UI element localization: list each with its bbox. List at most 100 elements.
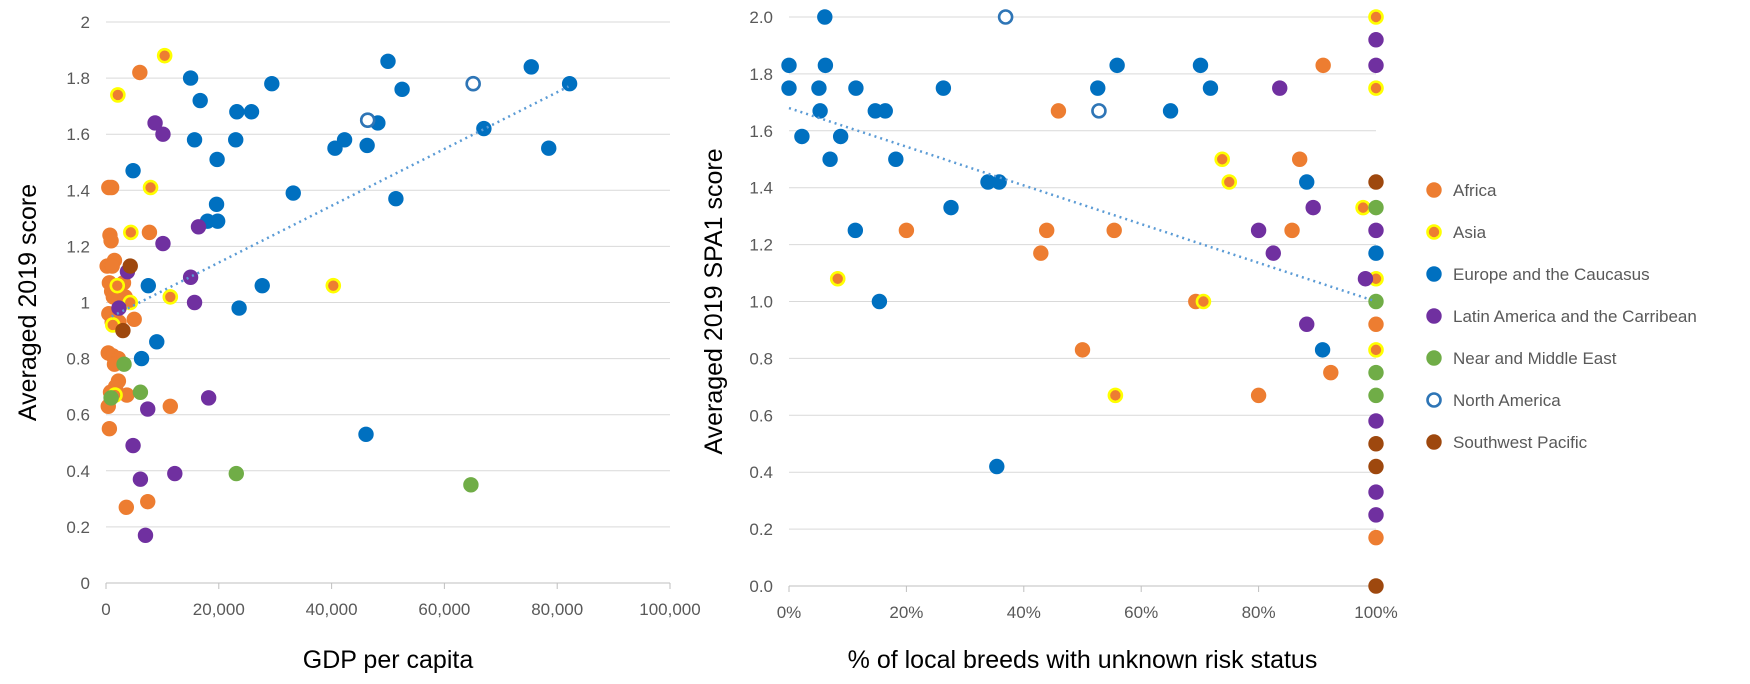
data-point-europe — [781, 80, 797, 96]
data-point-latam — [1368, 413, 1384, 429]
series-europe — [125, 53, 578, 443]
data-point-latam — [1299, 316, 1315, 332]
data-point-asia — [1368, 9, 1384, 25]
data-point-nme — [132, 384, 149, 400]
data-point-europe — [182, 70, 199, 86]
data-point-europe — [991, 174, 1007, 190]
data-point-europe — [149, 334, 165, 350]
data-point-europe — [140, 277, 157, 294]
y-tick-label: 1.0 — [749, 293, 773, 312]
data-point-europe — [817, 57, 834, 74]
data-point-europe — [254, 277, 270, 294]
data-point-europe — [989, 458, 1005, 475]
legend-marker-europe — [1426, 266, 1442, 282]
series-swp — [1368, 174, 1384, 594]
y-tick-label: 0.6 — [66, 406, 90, 425]
data-point-swp — [122, 258, 138, 274]
data-point-asia — [156, 47, 173, 64]
data-point-europe — [943, 199, 959, 216]
data-point-na — [1091, 103, 1107, 119]
data-point-asia — [1195, 293, 1212, 310]
data-point-asia — [142, 179, 159, 196]
legend-label-swp: Southwest Pacific — [1453, 433, 1588, 452]
data-point-europe — [125, 162, 141, 179]
data-point-europe — [186, 132, 203, 148]
data-point-latam — [1368, 484, 1384, 500]
legend-marker-na — [1426, 392, 1442, 408]
y-tick-label: 1.6 — [749, 122, 773, 141]
x-tick-label: 0% — [777, 603, 802, 622]
x-axis-title: GDP per capita — [303, 646, 474, 674]
data-point-europe — [1192, 57, 1209, 74]
y-tick-label: 1.2 — [66, 237, 90, 256]
data-point-latam — [140, 401, 156, 417]
data-point-latam — [182, 269, 199, 285]
y-tick-label: 0.6 — [749, 406, 773, 425]
data-point-na — [359, 112, 376, 128]
data-point-asia — [1214, 151, 1231, 168]
data-point-asia — [325, 277, 342, 294]
data-point-europe — [561, 76, 578, 92]
y-tick-label: 1.4 — [66, 181, 90, 200]
y-axis-title: Averaged 2019 SPA1 score — [700, 148, 728, 454]
data-point-latam — [125, 437, 141, 454]
data-point-latam — [1368, 57, 1384, 74]
data-point-latam — [1368, 32, 1384, 48]
data-point-africa — [1038, 222, 1055, 239]
data-point-latam — [1305, 199, 1321, 216]
data-point-europe — [209, 213, 226, 229]
legend-label-asia: Asia — [1453, 223, 1487, 242]
data-point-asia — [829, 270, 846, 287]
data-point-latam — [137, 527, 154, 544]
data-point-africa — [1368, 316, 1384, 332]
data-point-africa — [141, 224, 158, 241]
y-tick-label: 0.8 — [749, 349, 773, 368]
series-latam — [1250, 32, 1384, 523]
y-tick-label: 0.2 — [66, 518, 90, 537]
data-point-africa — [118, 499, 135, 515]
data-point-nme — [116, 356, 132, 372]
data-point-europe — [285, 185, 301, 201]
data-point-europe — [1299, 174, 1315, 190]
data-point-europe — [1368, 245, 1384, 261]
data-point-europe — [541, 140, 557, 156]
data-point-asia — [1368, 342, 1384, 358]
legend-label-africa: Africa — [1453, 181, 1497, 200]
data-point-europe — [476, 120, 492, 137]
series-asia — [829, 9, 1384, 404]
data-point-latam — [1357, 271, 1374, 287]
trendline — [111, 85, 570, 318]
data-point-latam — [1368, 507, 1384, 523]
data-point-africa — [103, 179, 120, 196]
data-point-swp — [1368, 436, 1384, 452]
data-point-africa — [1250, 387, 1267, 404]
x-tick-label: 20% — [889, 603, 923, 622]
data-point-africa — [1291, 151, 1308, 167]
data-point-latam — [147, 115, 163, 131]
data-point-europe — [1314, 342, 1331, 358]
y-tick-label: 1.8 — [66, 69, 90, 88]
data-point-africa — [1284, 222, 1300, 239]
data-point-nme — [463, 477, 479, 493]
data-point-europe — [388, 191, 404, 207]
y-tick-label: 0.2 — [749, 520, 773, 539]
data-point-africa — [162, 398, 178, 414]
x-tick-label: 20,000 — [193, 600, 245, 619]
legend-label-nme: Near and Middle East — [1453, 349, 1617, 368]
data-point-asia — [1107, 387, 1124, 404]
data-point-na — [997, 9, 1014, 25]
data-point-latam — [111, 300, 127, 316]
data-point-latam — [155, 235, 171, 252]
series-latam — [111, 115, 217, 544]
data-point-africa — [1315, 57, 1331, 74]
data-point-asia — [110, 87, 126, 103]
x-tick-label: 60% — [1124, 603, 1158, 622]
data-point-na — [465, 75, 481, 92]
legend: Africa Asia Europe and the Caucasus Latin A… — [1426, 181, 1697, 452]
data-point-europe — [359, 137, 375, 154]
data-point-europe — [822, 151, 838, 167]
x-tick-label: 60,000 — [418, 600, 470, 619]
data-point-europe — [133, 350, 150, 367]
data-point-europe — [264, 76, 280, 92]
